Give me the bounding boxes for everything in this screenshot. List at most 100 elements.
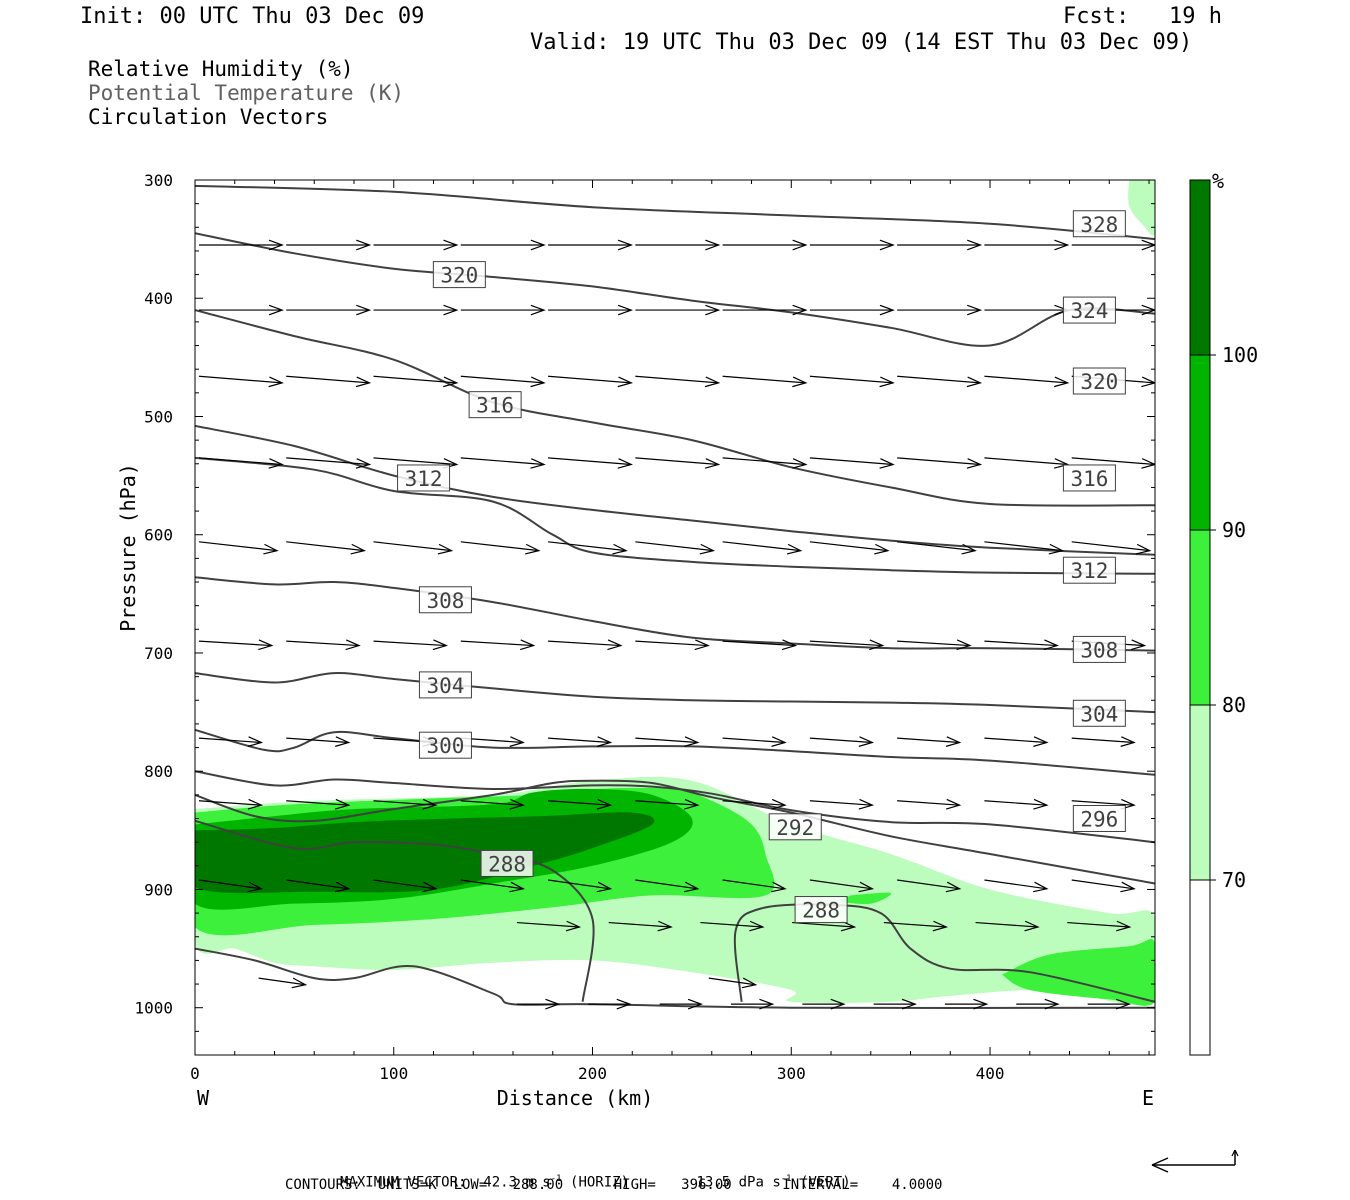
isentrope-308 bbox=[195, 576, 1155, 652]
vector-shaft bbox=[548, 457, 632, 466]
circulation-vector bbox=[548, 457, 634, 469]
vector-shaft bbox=[984, 375, 1068, 384]
vector-head bbox=[596, 736, 613, 747]
vector-head bbox=[705, 304, 721, 316]
contour-label-text: 324 bbox=[1070, 299, 1108, 323]
circulation-vector bbox=[460, 879, 525, 893]
contour-label-text: 300 bbox=[426, 734, 464, 758]
contour-label-text: 316 bbox=[1070, 467, 1108, 491]
circulation-vector bbox=[460, 457, 546, 469]
circulation-vector bbox=[548, 736, 613, 747]
contour-label-box bbox=[1062, 296, 1116, 324]
vector-shaft bbox=[548, 800, 611, 806]
vector-head bbox=[858, 881, 875, 893]
circulation-vector bbox=[460, 639, 536, 651]
vector-head bbox=[771, 798, 787, 810]
circulation-vector bbox=[809, 639, 885, 651]
vector-shaft bbox=[700, 921, 763, 928]
vector-shaft bbox=[1071, 457, 1155, 466]
circulation-vector bbox=[809, 304, 895, 316]
valid-time: Valid: 19 UTC Thu 03 Dec 09 (14 EST Thu … bbox=[530, 30, 1193, 55]
vector-shaft bbox=[897, 640, 970, 647]
circulation-vector bbox=[286, 304, 372, 316]
circulation-vector bbox=[548, 798, 613, 810]
contour-label: 312 bbox=[397, 464, 451, 492]
circulation-vector bbox=[373, 798, 438, 810]
contour-label: 308 bbox=[418, 586, 472, 614]
vector-head bbox=[247, 881, 264, 893]
vector-head bbox=[268, 458, 284, 469]
vector-head bbox=[607, 639, 623, 651]
vector-head bbox=[792, 304, 808, 316]
circulation-vector bbox=[1071, 879, 1136, 893]
vector-head bbox=[509, 798, 525, 810]
vector-head bbox=[1024, 920, 1040, 932]
vector-head bbox=[945, 798, 962, 810]
circulation-vector bbox=[708, 977, 758, 989]
vector-shaft bbox=[708, 977, 756, 986]
circulation-vector bbox=[548, 375, 634, 388]
vector-head bbox=[759, 998, 775, 1010]
max-vector-label: MAXIMUM VECTOR: bbox=[340, 1174, 467, 1191]
circulation-vector bbox=[984, 457, 1070, 469]
isentrope-292 bbox=[195, 779, 1155, 885]
max-vector-vert-exp: -1 bbox=[780, 1174, 792, 1184]
vector-head bbox=[830, 998, 846, 1010]
circulation-vector bbox=[373, 375, 459, 388]
vector-head bbox=[1033, 798, 1049, 810]
circulation-vector bbox=[722, 304, 808, 316]
circulation-vector bbox=[460, 798, 525, 810]
vector-head bbox=[616, 998, 632, 1010]
vector-head bbox=[596, 881, 613, 893]
vector-head bbox=[356, 239, 372, 251]
circulation-vector bbox=[286, 879, 351, 893]
contour-label: 316 bbox=[1062, 464, 1116, 492]
y-tick-label: 400 bbox=[144, 289, 173, 308]
circulation-vector bbox=[1087, 998, 1131, 1010]
vector-head bbox=[792, 458, 808, 469]
isentrope-304 bbox=[195, 672, 1155, 714]
x-tick-label: 100 bbox=[379, 1064, 408, 1083]
vector-shaft bbox=[897, 737, 960, 744]
vector-head bbox=[530, 458, 546, 469]
contour-label: 288 bbox=[794, 896, 848, 924]
contour-label: 304 bbox=[418, 671, 472, 699]
circulation-vector bbox=[373, 879, 438, 893]
circulation-vector bbox=[802, 998, 846, 1010]
vector-head bbox=[786, 543, 803, 555]
circulation-vector bbox=[460, 375, 546, 388]
colorbar-label: 80 bbox=[1222, 693, 1246, 717]
circulation-vector bbox=[975, 920, 1040, 932]
vector-shaft bbox=[897, 541, 976, 552]
vector-head bbox=[443, 376, 459, 388]
vector-head bbox=[704, 376, 721, 388]
vector-shaft bbox=[984, 640, 1058, 647]
circulation-vector bbox=[984, 375, 1070, 388]
vector-head bbox=[1053, 458, 1070, 469]
vector-head bbox=[443, 239, 459, 251]
vector-shaft bbox=[635, 640, 709, 647]
contour-label: 320 bbox=[1072, 367, 1126, 395]
vector-head bbox=[350, 543, 366, 555]
colorbar-label: 70 bbox=[1222, 868, 1246, 892]
contour-label-box bbox=[432, 261, 486, 289]
circulation-vector bbox=[809, 798, 875, 810]
vector-shaft bbox=[198, 375, 283, 384]
vector-head bbox=[901, 998, 917, 1010]
circulation-vector bbox=[286, 457, 372, 469]
circulation-vector bbox=[722, 239, 808, 251]
vector-head bbox=[258, 639, 274, 651]
vector-head bbox=[792, 239, 808, 251]
vector-shaft bbox=[286, 541, 365, 552]
x-axis-label: Distance (km) bbox=[497, 1086, 654, 1110]
vector-head bbox=[967, 239, 983, 251]
circulation-vector bbox=[897, 736, 962, 747]
circulation-vector bbox=[286, 736, 351, 747]
vector-shaft bbox=[286, 375, 370, 384]
contour-label-box bbox=[1072, 635, 1126, 663]
vector-head bbox=[1120, 881, 1136, 893]
vector-head bbox=[1033, 736, 1049, 747]
contour-label-text: 320 bbox=[440, 264, 478, 288]
vector-shaft bbox=[722, 737, 786, 744]
vector-head bbox=[874, 543, 890, 555]
